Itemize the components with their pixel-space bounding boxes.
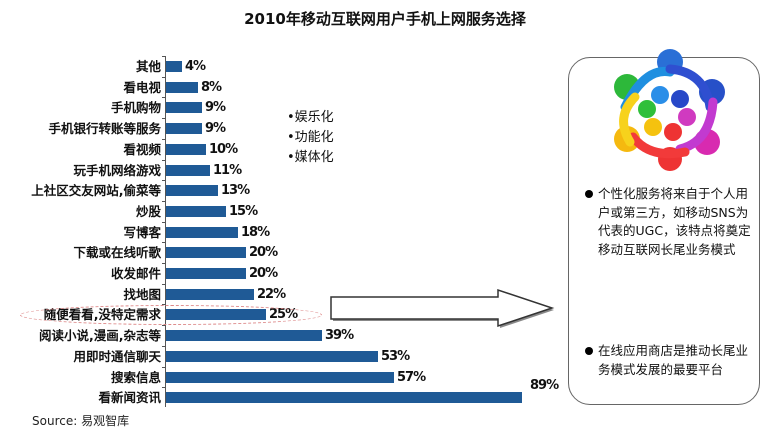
axis-tick xyxy=(162,180,166,182)
bullet-dot-icon xyxy=(585,347,593,355)
value-label: 39% xyxy=(325,328,354,344)
category-label: 看新闻资讯 xyxy=(98,390,161,406)
axis-tick xyxy=(162,118,166,120)
bar-row: 用即时通信聊天 53% xyxy=(0,345,770,367)
category-label: 炒股 xyxy=(135,203,161,219)
value-label: 20% xyxy=(249,266,278,281)
category-label: 找地图 xyxy=(123,286,161,302)
bar xyxy=(166,143,206,155)
axis-tick xyxy=(162,345,166,347)
bar xyxy=(166,268,246,279)
axis-tick xyxy=(162,283,166,285)
bar xyxy=(166,350,378,362)
bar xyxy=(166,81,198,93)
insight-bullet-2: 在线应用商店是推动长尾业务模式发展的最要平台 xyxy=(585,342,755,379)
bar xyxy=(166,123,202,135)
insight-bullet-1: 个性化服务将来自于个人用户或第三方，如移动SNS为代表的UGC，该特点将奠定移动… xyxy=(585,185,755,259)
bar-row: 收发邮件 20% xyxy=(0,263,770,284)
community-gear-icon xyxy=(614,49,725,171)
axis-tick xyxy=(162,200,166,202)
category-label: 看电视 xyxy=(123,79,161,95)
value-label: 89% xyxy=(530,378,559,394)
value-label: 15% xyxy=(229,203,258,219)
chart-title: 2010年移动互联网用户手机上网服务选择 xyxy=(244,10,526,28)
bar-row: 手机购物 9% xyxy=(0,97,770,118)
category-label: 看视频 xyxy=(123,141,161,157)
bar-row: 阅读小说,漫画,杂志等 39% xyxy=(0,325,770,346)
bar-row: 搜索信息 57% xyxy=(0,366,770,388)
category-label: 下载或在线听歌 xyxy=(73,245,161,261)
bar-row: 其他 4% xyxy=(0,56,770,77)
bar xyxy=(166,102,202,114)
axis-tick xyxy=(162,56,166,57)
bar xyxy=(166,61,182,72)
bar-row: 上社区交友网站,偷菜等 13% xyxy=(0,180,770,201)
value-label: 18% xyxy=(241,224,270,240)
value-label: 57% xyxy=(397,369,426,385)
category-label: 用即时通信聊天 xyxy=(73,348,161,364)
bar xyxy=(166,226,238,238)
axis-tick xyxy=(162,263,166,264)
tag-functional: •功能化 xyxy=(287,130,334,145)
bar xyxy=(166,330,322,342)
axis-tick xyxy=(162,76,166,78)
bar-row: 玩手机网络游戏 11% xyxy=(0,159,770,181)
category-label: 玩手机网络游戏 xyxy=(73,162,161,178)
bar xyxy=(166,288,254,300)
value-label: 22% xyxy=(257,286,286,302)
bar-row: 看新闻资讯 89% xyxy=(0,378,770,408)
tag-media: •媒体化 xyxy=(287,150,334,165)
axis-tick xyxy=(162,325,166,327)
bar xyxy=(166,185,218,197)
y-axis-line xyxy=(165,57,166,407)
category-label: 其他 xyxy=(135,59,161,74)
value-label: 9% xyxy=(205,121,226,137)
bullet-dot-icon xyxy=(585,190,593,198)
category-label: 收发邮件 xyxy=(110,266,161,281)
value-label: 9% xyxy=(205,100,226,116)
bar-row: 手机银行转账等服务 9% xyxy=(0,118,770,139)
bar xyxy=(166,371,394,383)
category-label: 上社区交友网站,偷菜等 xyxy=(31,183,161,199)
bar xyxy=(166,164,210,176)
value-label: 13% xyxy=(221,183,250,199)
axis-tick xyxy=(162,387,166,389)
value-label: 4% xyxy=(185,59,206,74)
tag-entertainment: •娱乐化 xyxy=(287,110,334,125)
trend-tags: •娱乐化 •功能化 •媒体化 xyxy=(287,108,334,168)
bar-row: 找地图 22% xyxy=(0,283,770,305)
value-label: 20% xyxy=(249,245,278,261)
axis-tick xyxy=(162,242,166,244)
category-label: 写博客 xyxy=(123,224,161,240)
bar xyxy=(166,205,226,217)
highlight-ellipse xyxy=(20,305,322,325)
category-label: 手机银行转账等服务 xyxy=(48,121,161,137)
bar-row: 下载或在线听歌 20% xyxy=(0,242,770,263)
category-label: 搜索信息 xyxy=(110,369,161,385)
value-label: 53% xyxy=(381,348,410,364)
value-label: 10% xyxy=(209,141,238,157)
source-note: Source: 易观智库 xyxy=(32,414,130,428)
bar-row: 看视频 10% xyxy=(0,138,770,160)
category-label: 阅读小说,漫画,杂志等 xyxy=(39,328,161,344)
category-label: 手机购物 xyxy=(110,100,161,116)
bar xyxy=(166,247,246,259)
axis-tick xyxy=(162,366,166,368)
axis-tick xyxy=(162,138,166,140)
axis-tick xyxy=(162,97,166,99)
right-arrow-icon xyxy=(330,288,555,328)
value-label: 11% xyxy=(213,162,242,178)
bar-row: 看电视 8% xyxy=(0,76,770,98)
value-label: 8% xyxy=(201,79,222,95)
bar-row: 炒股 15% xyxy=(0,200,770,222)
bar-row: 写博客 18% xyxy=(0,221,770,243)
axis-tick xyxy=(162,221,166,223)
axis-tick xyxy=(162,159,166,161)
bar xyxy=(166,392,522,404)
